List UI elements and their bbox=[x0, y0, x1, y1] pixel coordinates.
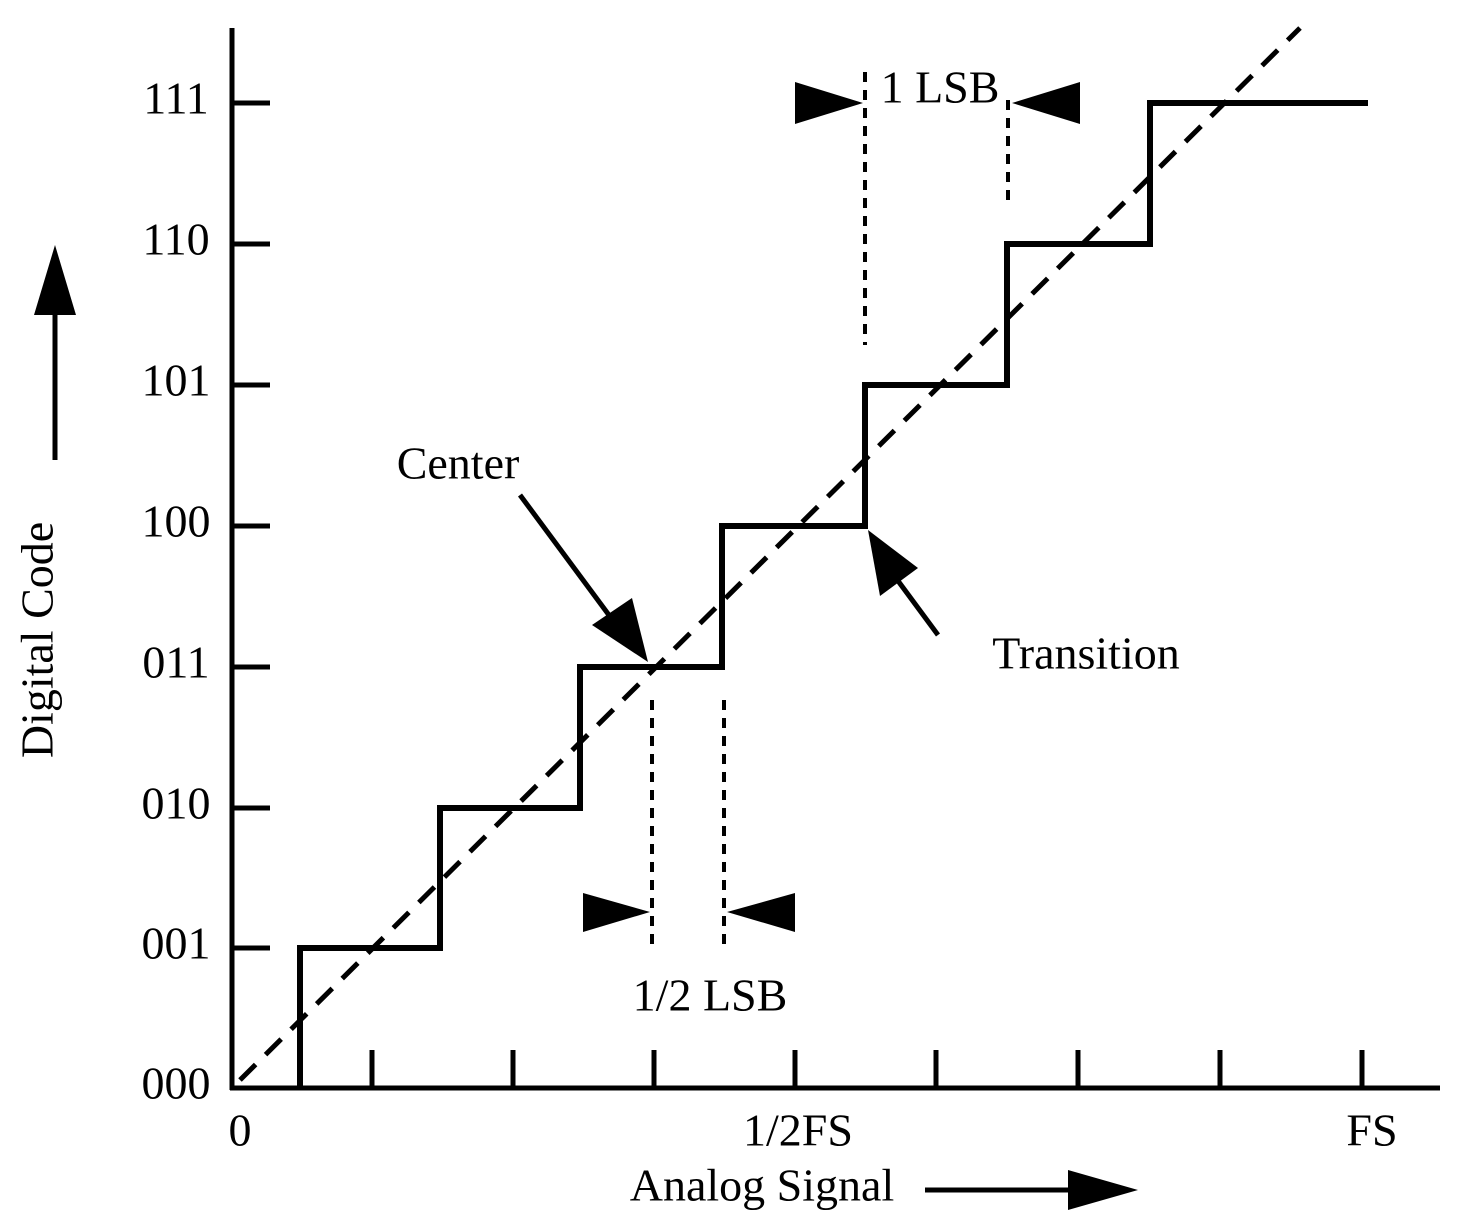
y-axis-label: Digital Code bbox=[12, 522, 63, 758]
axes bbox=[229, 28, 1440, 1091]
y-tick-label: 110 bbox=[142, 214, 209, 265]
x-axis-label: Analog Signal bbox=[630, 1160, 894, 1211]
x-tick-label: 1/2FS bbox=[743, 1105, 853, 1156]
y-tick-marks bbox=[232, 100, 270, 951]
x-tick-marks bbox=[369, 1050, 1365, 1088]
y-tick-label: 010 bbox=[142, 778, 211, 829]
x-tick-label: FS bbox=[1346, 1105, 1397, 1156]
one-lsb-label: 1 LSB bbox=[881, 62, 1000, 113]
lsb-arrowheads bbox=[583, 82, 1080, 932]
lsb-guides bbox=[650, 72, 1010, 950]
y-tick-label: 000 bbox=[142, 1058, 211, 1109]
center-label: Center bbox=[397, 438, 520, 489]
transition-label: Transition bbox=[992, 628, 1179, 679]
y-tick-label: 100 bbox=[142, 496, 211, 547]
y-tick-label: 001 bbox=[142, 918, 211, 969]
pointer-arrows bbox=[34, 245, 1138, 1210]
half-lsb-label: 1/2 LSB bbox=[633, 970, 788, 1021]
ideal-line bbox=[238, 26, 1302, 1082]
staircase bbox=[297, 100, 1368, 1088]
y-tick-label: 011 bbox=[142, 637, 209, 688]
x-tick-label: 0 bbox=[229, 1105, 252, 1156]
y-tick-label: 111 bbox=[143, 73, 209, 124]
y-tick-label: 101 bbox=[142, 355, 211, 406]
